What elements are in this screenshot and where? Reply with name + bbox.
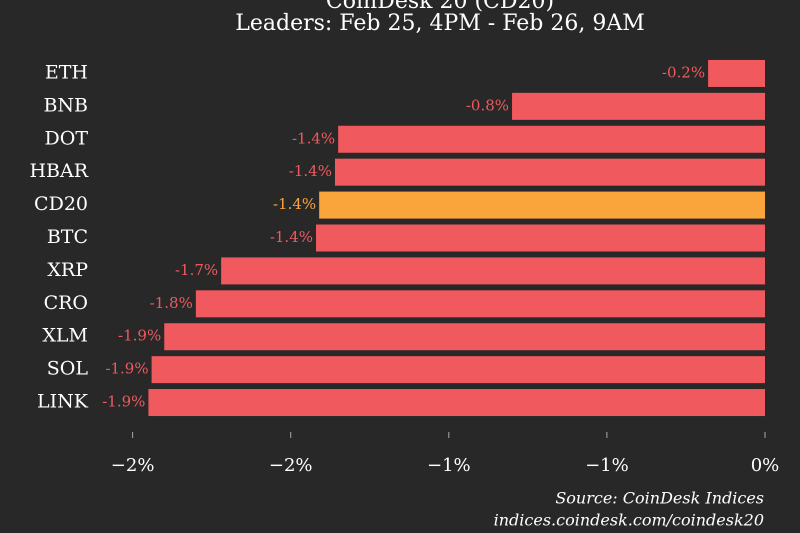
data-label: -1.4% [273,195,316,213]
data-label: -1.9% [105,360,148,378]
data-label: -0.2% [662,63,705,81]
data-label: -1.4% [292,129,335,147]
bar [148,389,765,417]
x-tick-label: −2% [269,455,313,476]
x-tick-label: −1% [585,455,629,476]
data-label: -1.4% [270,228,313,246]
y-tick-label: CD20 [34,193,88,215]
bar [221,257,766,285]
y-tick-label: XRP [47,259,88,281]
data-label: -1.7% [175,261,218,279]
data-label: -1.4% [289,162,332,180]
bar [151,356,766,384]
y-tick-label: LINK [37,391,89,413]
x-tick-label: 0% [751,455,780,476]
data-label: -0.8% [466,96,509,114]
y-tick-label: ETH [45,61,88,83]
source-url: indices.coindesk.com/coindesk20 [494,511,764,530]
bar [708,59,765,87]
y-tick-label: BNB [43,94,88,116]
source: Source: CoinDesk Indices [555,489,764,508]
data-label: -1.9% [118,327,161,345]
y-tick-label: XLM [42,325,88,347]
x-tick-label: −1% [427,455,471,476]
data-label: -1.9% [102,393,145,411]
y-tick-label: DOT [45,127,89,149]
chart-title: CoinDesk 20 (CD20) [326,0,554,14]
chart-subtitle: Leaders: Feb 25, 4PM - Feb 26, 9AM [235,11,645,36]
x-tick-label: −2% [111,455,155,476]
y-tick-label: BTC [47,226,88,248]
y-tick-label: HBAR [29,160,88,182]
bar [338,125,765,153]
bar [164,323,765,351]
bar [512,92,765,120]
y-tick-label: CRO [44,292,88,314]
y-tick-label: SOL [47,358,89,380]
bar [195,290,765,318]
bar [319,191,765,219]
bar [316,224,765,252]
data-label: -1.8% [150,294,193,312]
bar [334,158,765,186]
